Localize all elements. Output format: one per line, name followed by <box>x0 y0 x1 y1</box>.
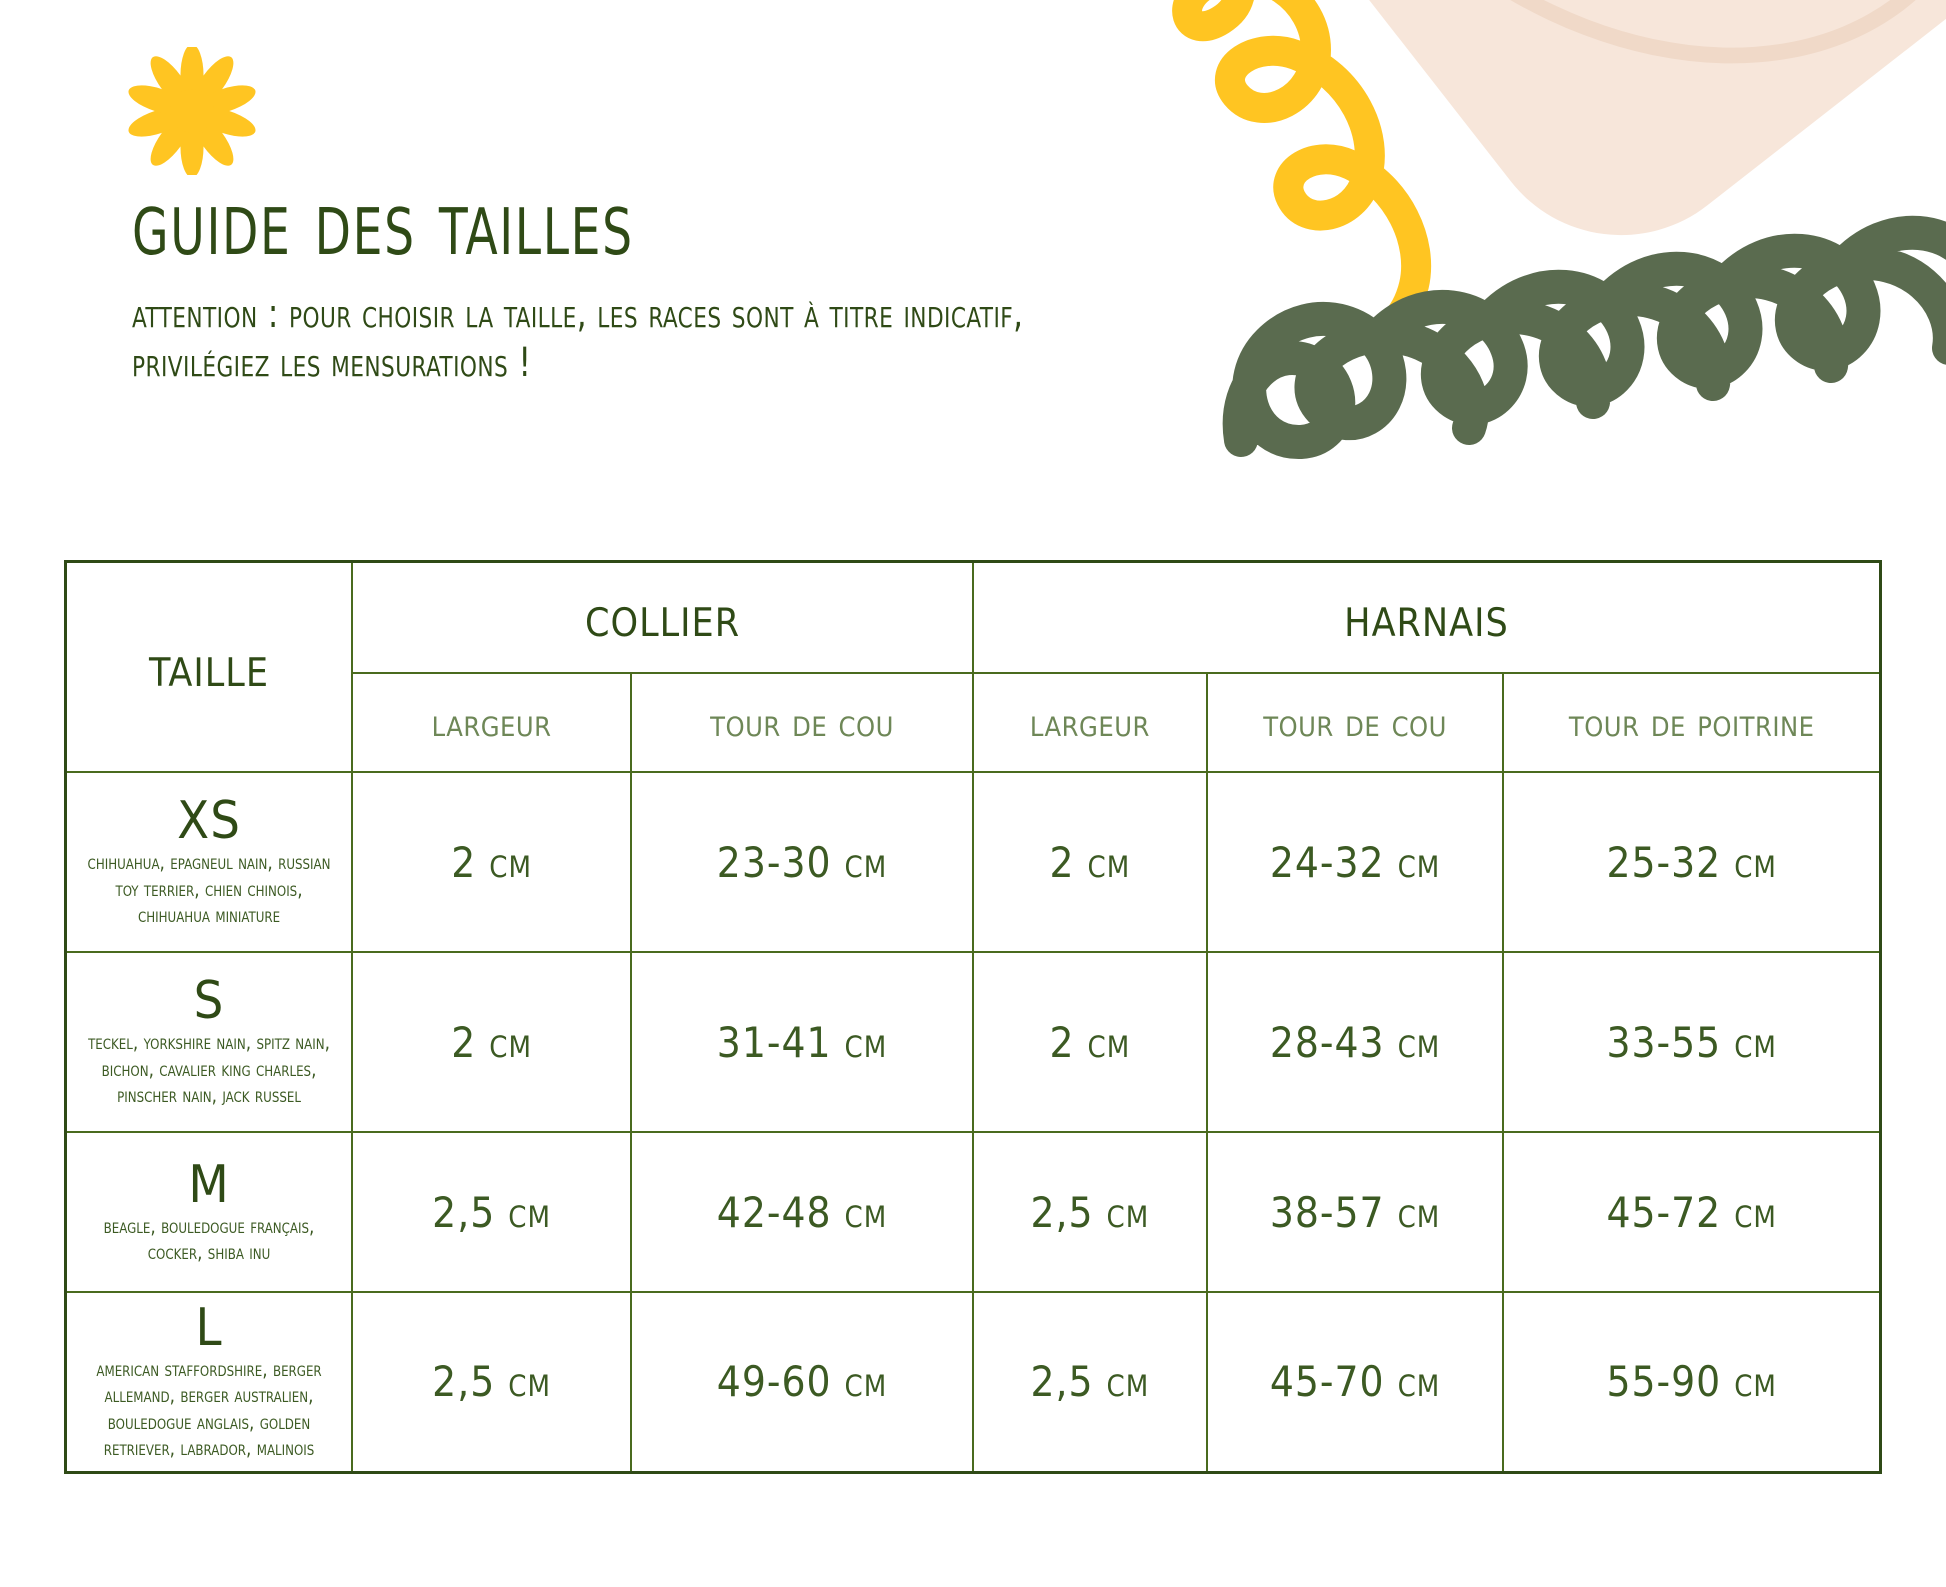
harnais-largeur-value: 2 cm <box>971 951 1208 1133</box>
size-label: S <box>193 971 225 1032</box>
heading-block: Guide des Tailles Attention : Pour chois… <box>132 169 1232 388</box>
breed-list: Beagle, Bouledogue français, Cocker, Shi… <box>103 1213 315 1264</box>
harnais-tour-de-cou-value: 28-43 cm <box>1205 951 1505 1133</box>
collier-tour-de-cou-value: 31-41 cm <box>630 951 974 1133</box>
collier-largeur-value: 2 cm <box>351 771 633 953</box>
subheader-collier-tour-de-cou: Tour de cou <box>630 672 974 773</box>
table-header-row-subgroups: Largeur Tour de cou Largeur Tour de cou … <box>66 672 1882 773</box>
green-spiral-icon <box>1222 215 1946 459</box>
beige-blob-shape <box>1137 0 1946 292</box>
harnais-tour-de-cou-value: 45-70 cm <box>1205 1291 1505 1473</box>
subheader-harnais-largeur: Largeur <box>971 672 1208 773</box>
harnais-largeur-value: 2 cm <box>971 771 1208 953</box>
table-row: L American Staffordshire, Berger alleman… <box>64 1291 1882 1473</box>
size-cell: S Teckel, Yorkshire nain, Spitz nain, Bi… <box>64 951 354 1133</box>
blob-arc-icon <box>1375 0 1946 59</box>
size-label: L <box>195 1297 223 1358</box>
harnais-largeur-value: 2,5 cm <box>971 1131 1208 1293</box>
subheader-harnais-tour-de-poitrine: Tour de Poitrine <box>1502 672 1882 773</box>
collier-tour-de-cou-value: 49-60 cm <box>630 1291 974 1473</box>
table-row: M Beagle, Bouledogue français, Cocker, S… <box>64 1131 1882 1293</box>
collier-tour-de-cou-value: 23-30 cm <box>630 771 974 953</box>
harnais-tour-de-poitrine-value: 45-72 cm <box>1502 1131 1882 1293</box>
subheader-collier-largeur: Largeur <box>351 672 633 773</box>
harnais-largeur-value: 2,5 cm <box>971 1291 1208 1473</box>
table-header-row-groups: Taille Collier Harnais <box>64 560 1882 773</box>
size-guide-table-wrapper: Taille Collier Harnais Largeur Tour de c… <box>64 560 1882 1474</box>
size-label: XS <box>177 791 241 852</box>
harnais-tour-de-poitrine-value: 55-90 cm <box>1502 1291 1882 1473</box>
collier-largeur-value: 2 cm <box>351 951 633 1133</box>
size-guide-table: Taille Collier Harnais Largeur Tour de c… <box>64 560 1882 1474</box>
harnais-tour-de-cou-value: 38-57 cm <box>1205 1131 1505 1293</box>
breed-list: Chihuahua, Epagneul nain, Russian Toy Te… <box>87 850 331 928</box>
size-cell: M Beagle, Bouledogue français, Cocker, S… <box>64 1131 354 1293</box>
collier-largeur-value: 2,5 cm <box>351 1131 633 1293</box>
size-cell: XS Chihuahua, Epagneul nain, Russian Toy… <box>64 771 354 953</box>
harnais-tour-de-cou-value: 24-32 cm <box>1205 771 1505 953</box>
header-taille: Taille <box>64 560 354 773</box>
subheader-harnais-tour-de-cou: Tour de cou <box>1205 672 1505 773</box>
table-row: S Teckel, Yorkshire nain, Spitz nain, Bi… <box>64 951 1882 1133</box>
size-label: M <box>188 1154 230 1215</box>
blob-arc-icon <box>1137 0 1946 204</box>
collier-tour-de-cou-value: 42-48 cm <box>630 1131 974 1293</box>
harnais-tour-de-poitrine-value: 25-32 cm <box>1502 771 1882 953</box>
breed-list: American Staffordshire, Berger allemand,… <box>96 1356 322 1461</box>
harnais-tour-de-poitrine-value: 33-55 cm <box>1502 951 1882 1133</box>
header-collier: Collier <box>351 560 974 675</box>
collier-largeur-value: 2,5 cm <box>351 1291 633 1473</box>
table-row: XS Chihuahua, Epagneul nain, Russian Toy… <box>64 771 1882 953</box>
header-harnais: Harnais <box>971 560 1882 675</box>
page-subtitle: Attention : Pour choisir la taille, les … <box>132 291 1024 386</box>
asterisk-icon <box>128 47 256 175</box>
size-cell: L American Staffordshire, Berger alleman… <box>64 1291 354 1473</box>
page-title: Guide des Tailles <box>132 169 634 276</box>
breed-list: Teckel, Yorkshire nain, Spitz nain, Bich… <box>88 1030 330 1108</box>
